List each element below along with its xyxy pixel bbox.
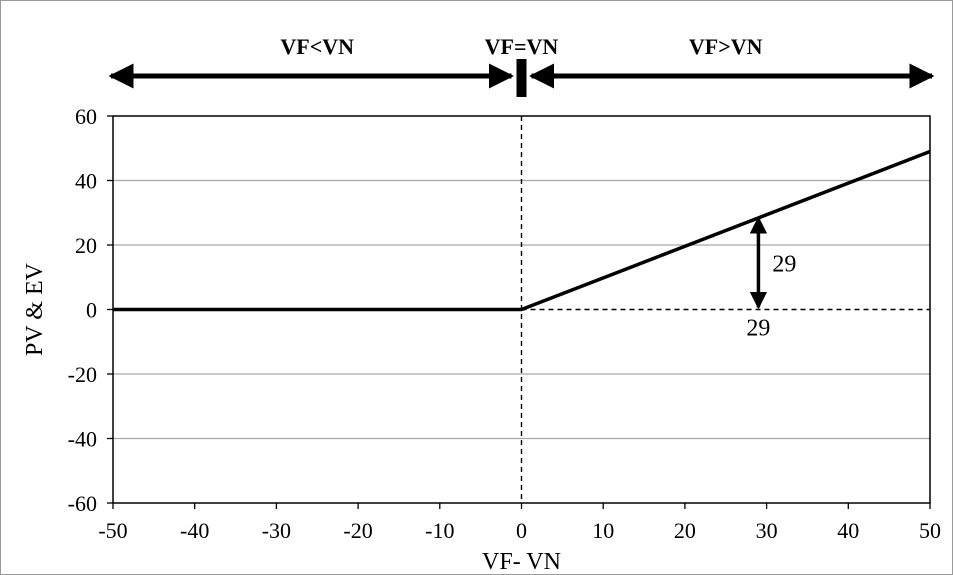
x-tick-label: -50 [98,518,127,543]
y-tick-label: -20 [68,362,97,387]
x-tick-label: 0 [516,518,527,543]
y-axis-label: PV & EV [22,262,48,356]
x-tick-label: 50 [919,518,941,543]
y-tick-label: -60 [68,491,97,516]
y-tick-label: 40 [75,169,97,194]
annotation-label: 29 [772,252,796,278]
y-tick-label: 60 [75,104,97,129]
x-tick-label: 30 [756,518,778,543]
x-tick-label: -20 [343,518,372,543]
region-label-right: VF>VN [689,34,763,59]
region-marker-center [516,59,527,97]
y-tick-label: 20 [75,233,97,258]
x-tick-label: -10 [425,518,454,543]
annotation-label: 29 [746,316,770,342]
region-label-left: VF<VN [280,34,354,59]
x-tick-label: -40 [180,518,209,543]
x-tick-label: 40 [837,518,859,543]
series-line [113,149,931,312]
x-tick-label: 20 [674,518,696,543]
region-label-center: VF=VN [485,34,559,59]
y-tick-label: 0 [86,298,97,323]
x-tick-label: -30 [262,518,291,543]
x-tick-label: 10 [592,518,614,543]
y-tick-label: -40 [68,427,97,452]
x-axis-label: VF- VN [482,549,561,575]
